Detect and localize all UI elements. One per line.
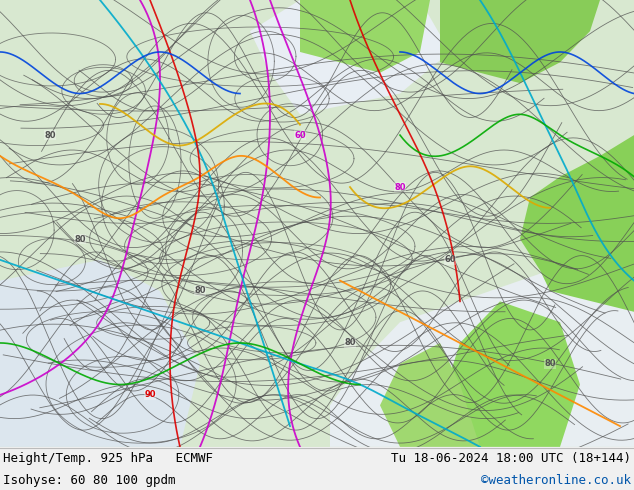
- Text: 80: 80: [74, 235, 86, 244]
- Polygon shape: [330, 239, 634, 447]
- Text: 90: 90: [145, 391, 156, 399]
- Text: 80: 80: [544, 359, 556, 368]
- Text: 80: 80: [44, 131, 56, 140]
- Text: 80: 80: [194, 287, 206, 295]
- Polygon shape: [440, 0, 600, 83]
- Text: 80: 80: [394, 183, 406, 192]
- Text: Height/Temp. 925 hPa   ECMWF: Height/Temp. 925 hPa ECMWF: [3, 452, 213, 466]
- Polygon shape: [250, 0, 450, 114]
- Polygon shape: [520, 135, 634, 312]
- Text: 60: 60: [444, 255, 456, 264]
- Polygon shape: [300, 0, 430, 73]
- Polygon shape: [380, 343, 480, 447]
- Text: 80: 80: [344, 339, 356, 347]
- Text: 60: 60: [294, 131, 306, 140]
- Text: Tu 18-06-2024 18:00 UTC (18+144): Tu 18-06-2024 18:00 UTC (18+144): [391, 452, 631, 466]
- Text: Isohyse: 60 80 100 gpdm: Isohyse: 60 80 100 gpdm: [3, 474, 176, 487]
- Text: ©weatheronline.co.uk: ©weatheronline.co.uk: [481, 474, 631, 487]
- Polygon shape: [0, 260, 200, 447]
- Polygon shape: [440, 301, 580, 447]
